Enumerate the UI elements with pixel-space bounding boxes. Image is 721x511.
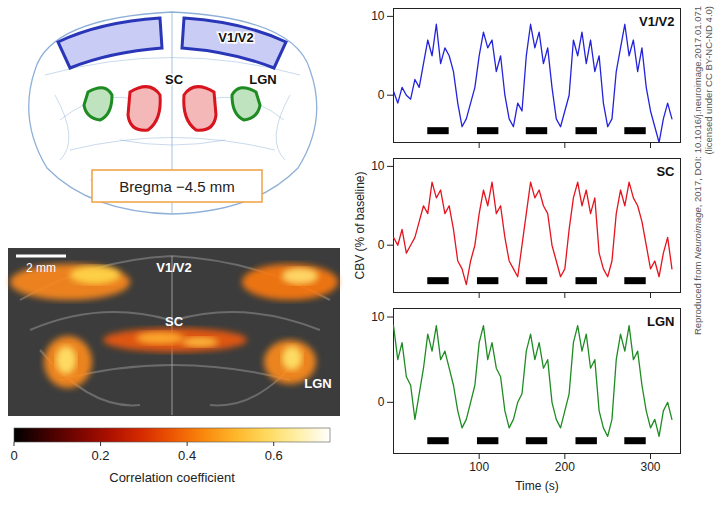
svg-text:0: 0 [10,448,17,463]
svg-text:10: 10 [371,159,385,173]
svg-text:SC: SC [165,72,184,87]
svg-text:(licensed under CC BY-NC-ND 4.: (licensed under CC BY-NC-ND 4.0) [703,6,714,155]
svg-text:100: 100 [469,460,489,474]
svg-text:V1/V2: V1/V2 [218,30,253,45]
svg-text:300: 300 [640,460,660,474]
svg-text:LGN: LGN [304,376,331,391]
svg-text:10: 10 [371,9,385,23]
svg-text:0: 0 [378,238,385,252]
svg-text:CBV (% of baseline): CBV (% of baseline) [353,171,367,279]
svg-text:LGN: LGN [647,314,674,329]
svg-text:0: 0 [378,88,385,102]
svg-text:0.2: 0.2 [92,448,110,463]
svg-text:Reproduced from Neuroimage, 20: Reproduced from Neuroimage, 2017, DOI: 1… [692,6,703,335]
svg-text:SC: SC [165,314,184,329]
svg-text:Correlation coefficient: Correlation coefficient [109,470,235,485]
svg-text:0.6: 0.6 [265,448,283,463]
svg-text:V1/V2: V1/V2 [639,14,674,29]
svg-text:0.4: 0.4 [178,448,196,463]
svg-text:LGN: LGN [249,72,276,87]
svg-text:200: 200 [555,460,575,474]
svg-text:10: 10 [371,310,385,324]
svg-text:Bregma −4.5 mm: Bregma −4.5 mm [119,178,234,195]
svg-text:V1/V2: V1/V2 [156,260,191,275]
svg-text:SC: SC [656,164,675,179]
svg-text:2 mm: 2 mm [26,261,56,275]
svg-text:Time (s): Time (s) [515,479,559,493]
svg-text:0: 0 [378,395,385,409]
